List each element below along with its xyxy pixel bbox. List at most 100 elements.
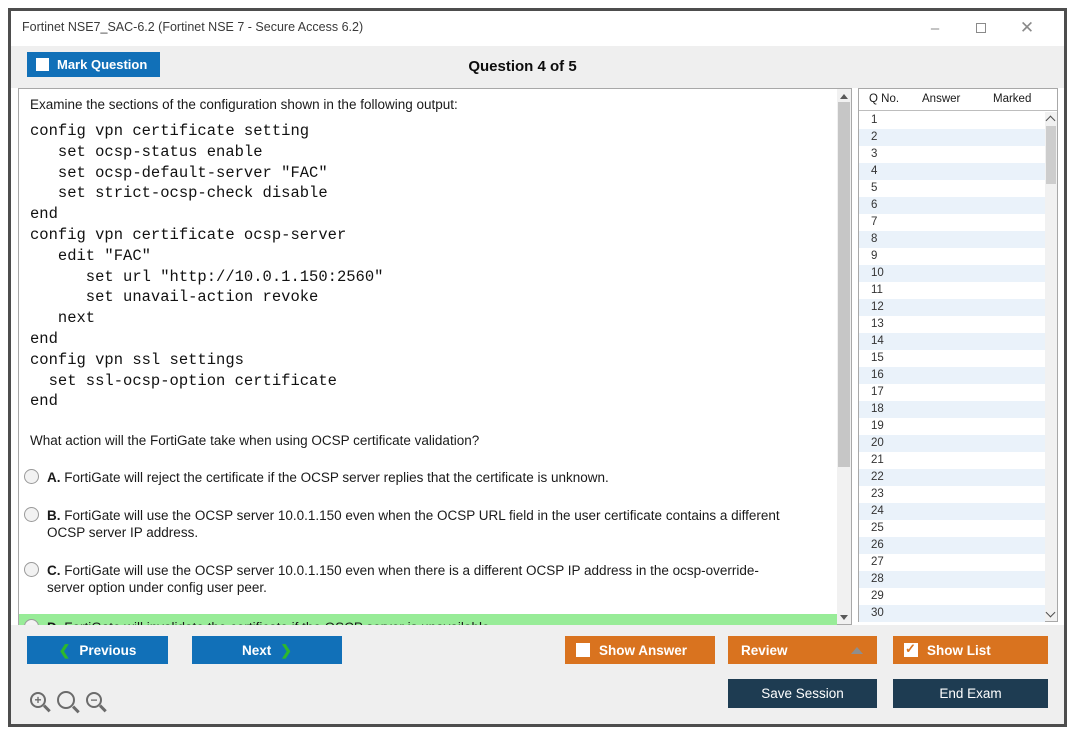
question-list-header: Q No. Answer Marked [859, 89, 1057, 111]
question-list-row[interactable]: 23 [859, 486, 1045, 503]
window-title: Fortinet NSE7_SAC-6.2 (Fortinet NSE 7 - … [22, 20, 364, 34]
question-list-row[interactable]: 11 [859, 282, 1045, 299]
scrollbar-thumb[interactable] [1046, 126, 1056, 184]
question-list-row[interactable]: 18 [859, 401, 1045, 418]
triangle-up-icon [851, 647, 863, 654]
footer-toolbar: ❮ Previous Next ❯ Show Answer Review Sho… [11, 625, 1064, 724]
code-line: end [30, 205, 58, 224]
app-window: Fortinet NSE7_SAC-6.2 (Fortinet NSE 7 - … [8, 8, 1067, 727]
minimize-icon[interactable]: – [930, 19, 940, 37]
question-counter: Question 4 of 5 [468, 58, 577, 75]
mark-question-button[interactable]: Mark Question [27, 52, 160, 77]
question-list-row[interactable]: 2 [859, 129, 1045, 146]
question-list-row[interactable]: 13 [859, 316, 1045, 333]
code-line: end [30, 329, 58, 348]
question-list-row[interactable]: 28 [859, 571, 1045, 588]
previous-label: Previous [79, 642, 137, 658]
question-list-row[interactable]: 20 [859, 435, 1045, 452]
question-list-row[interactable]: 9 [859, 248, 1045, 265]
column-qno: Q No. [869, 93, 900, 105]
scroll-down-icon[interactable] [1045, 607, 1056, 618]
question-list-row[interactable]: 7 [859, 214, 1045, 231]
next-button[interactable]: Next ❯ [192, 636, 342, 664]
question-list-row[interactable]: 25 [859, 520, 1045, 537]
question-list-row[interactable]: 14 [859, 333, 1045, 350]
question-list-row[interactable]: 27 [859, 554, 1045, 571]
save-session-button[interactable]: Save Session [728, 679, 877, 708]
maximize-icon[interactable] [958, 15, 1004, 41]
question-list-panel: Q No. Answer Marked 1 2 3 4 5 6 7 8 9 10 11 12 13 14 1… [858, 88, 1058, 622]
code-line: set ssl-ocsp-option certificate [30, 371, 337, 390]
zoom-out-icon[interactable]: − [86, 692, 102, 708]
scrollbar-thumb[interactable] [838, 102, 850, 467]
question-scrollbar[interactable] [837, 89, 851, 624]
question-list-row[interactable]: 3 [859, 146, 1045, 163]
code-line: set unavail-action revoke [30, 288, 319, 307]
question-prompt: What action will the FortiGate take when… [30, 433, 480, 448]
review-button[interactable]: Review [728, 636, 877, 664]
code-line: set ocsp-status enable [30, 142, 263, 161]
show-answer-checkbox[interactable] [576, 643, 590, 657]
show-list-label: Show List [927, 642, 991, 658]
question-list-row[interactable]: 24 [859, 503, 1045, 520]
zoom-in-icon[interactable]: + [30, 692, 46, 708]
question-list-row[interactable]: 19 [859, 418, 1045, 435]
code-line: config vpn ssl settings [30, 350, 244, 369]
question-list-row[interactable]: 29 [859, 588, 1045, 605]
zoom-tools: + − [30, 691, 102, 709]
question-list-row[interactable]: 1 [859, 112, 1045, 129]
close-icon[interactable]: ✕ [1019, 18, 1035, 37]
question-list-row[interactable]: 30 [859, 605, 1045, 622]
question-list-row[interactable]: 5 [859, 180, 1045, 197]
title-bar: Fortinet NSE7_SAC-6.2 (Fortinet NSE 7 - … [11, 11, 1064, 46]
code-line: set ocsp-default-server "FAC" [30, 163, 328, 182]
end-exam-button[interactable]: End Exam [893, 679, 1048, 708]
question-list-row[interactable]: 21 [859, 452, 1045, 469]
answer-option-c[interactable]: C. FortiGate will use the OCSP server 10… [19, 559, 837, 600]
question-list-row[interactable]: 22 [859, 469, 1045, 486]
show-list-button[interactable]: Show List [893, 636, 1048, 664]
option-text: A. FortiGate will reject the certificate… [47, 470, 609, 485]
code-line: config vpn certificate setting [30, 122, 310, 140]
config-code-block: config vpn certificate setting set ocsp-… [30, 121, 383, 412]
question-list-row[interactable]: 26 [859, 537, 1045, 554]
next-label: Next [242, 642, 272, 658]
code-line: end [30, 392, 58, 411]
zoom-reset-icon[interactable] [57, 691, 75, 709]
option-text: C. FortiGate will use the OCSP server 10… [47, 563, 759, 595]
question-list-row[interactable]: 15 [859, 350, 1045, 367]
scroll-down-icon[interactable] [837, 610, 851, 624]
save-session-label: Save Session [761, 686, 844, 701]
code-line: config vpn certificate ocsp-server [30, 225, 347, 244]
question-list-scrollbar[interactable] [1045, 112, 1057, 621]
question-list-row[interactable]: 16 [859, 367, 1045, 384]
question-list-row[interactable]: 8 [859, 231, 1045, 248]
previous-button[interactable]: ❮ Previous [27, 636, 168, 664]
show-answer-button[interactable]: Show Answer [565, 636, 715, 664]
column-marked: Marked [993, 93, 1032, 105]
scroll-up-icon[interactable] [1045, 115, 1056, 126]
question-list-row[interactable]: 17 [859, 384, 1045, 401]
chevron-left-icon: ❮ [58, 641, 71, 658]
answer-option-b[interactable]: B. FortiGate will use the OCSP server 10… [19, 504, 837, 545]
show-answer-label: Show Answer [599, 642, 688, 658]
mark-question-checkbox[interactable] [36, 58, 49, 71]
scroll-up-icon[interactable] [837, 89, 851, 103]
option-text: B. FortiGate will use the OCSP server 10… [47, 508, 780, 540]
question-panel: Examine the sections of the configuratio… [18, 88, 852, 643]
show-list-checkbox[interactable] [904, 641, 918, 657]
code-line: edit "FAC" [30, 246, 151, 265]
answer-option-a[interactable]: A. FortiGate will reject the certificate… [19, 466, 837, 490]
question-intro: Examine the sections of the configuratio… [30, 97, 458, 112]
radio-button[interactable] [24, 507, 39, 522]
code-line: next [30, 309, 96, 328]
question-list-rows: 1 2 3 4 5 6 7 8 9 10 11 12 13 14 15 16 17 18 19 20 21 22 23 24 2… [859, 112, 1045, 622]
question-list-row[interactable]: 4 [859, 163, 1045, 180]
question-list-row[interactable]: 10 [859, 265, 1045, 282]
question-list-row[interactable]: 6 [859, 197, 1045, 214]
review-label: Review [741, 642, 788, 658]
question-list-row[interactable]: 12 [859, 299, 1045, 316]
header-band: Question 4 of 5 Mark Question [11, 46, 1064, 88]
radio-button[interactable] [24, 469, 39, 484]
radio-button[interactable] [24, 562, 39, 577]
